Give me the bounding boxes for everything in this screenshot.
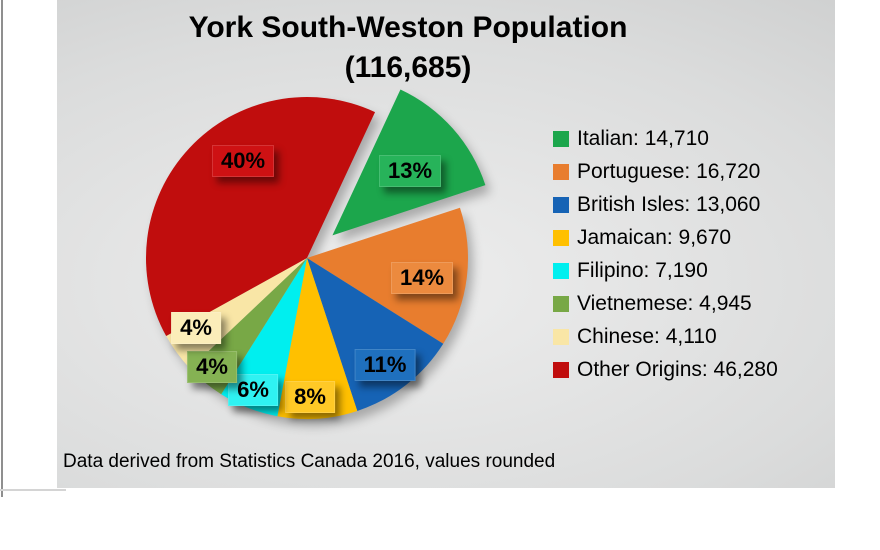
document-left-edge-line [1,0,3,497]
legend-swatch-other-origins [553,361,569,378]
pie-label-other-origins: 40% [211,145,275,177]
legend: Italian: 14,710 Portuguese: 16,720 British… [553,122,778,386]
legend-label-filipino: Filipino: 7,190 [577,258,708,282]
legend-swatch-vietnemese [553,295,569,312]
document-bottom-edge-line [0,489,66,491]
legend-item-vietnemese: Vietnemese: 4,945 [553,287,778,320]
pie-slice-jamaican [277,258,358,420]
legend-label-british-isles: British Isles: 13,060 [577,192,761,216]
legend-item-filipino: Filipino: 7,190 [553,254,778,287]
pie-label-italian: 13% [378,155,442,187]
pie-label-chinese: 4% [171,312,221,344]
pie-label-filipino: 6% [228,374,278,406]
legend-swatch-british-isles [553,196,569,213]
legend-item-italian: Italian: 14,710 [553,122,778,155]
legend-item-other-origins: Other Origins: 46,280 [553,353,778,386]
legend-label-portuguese: Portuguese: 16,720 [577,159,761,183]
chart-title: York South-Weston Population [188,11,628,44]
pie-label-british-isles: 11% [354,349,416,381]
pie-label-jamaican: 8% [285,381,335,413]
legend-swatch-chinese [553,328,569,345]
legend-item-jamaican: Jamaican: 9,670 [553,221,778,254]
legend-swatch-portuguese [553,163,569,180]
chart-title-block: York South-Weston Population (116,685) [57,8,759,88]
legend-label-jamaican: Jamaican: 9,670 [577,225,732,249]
legend-item-portuguese: Portuguese: 16,720 [553,155,778,188]
legend-label-vietnemese: Vietnemese: 4,945 [577,291,752,315]
legend-swatch-filipino [553,262,569,279]
legend-label-italian: Italian: 14,710 [577,126,709,150]
chart-subtitle-total: (116,685) [344,51,472,84]
pie-label-portuguese: 14% [390,262,454,294]
legend-swatch-italian [553,130,569,147]
pie-label-vietnemese: 4% [187,351,237,383]
legend-item-chinese: Chinese: 4,110 [553,320,778,353]
pie-slice-other-origins [146,96,376,337]
pie-slice-portuguese [307,207,468,344]
legend-label-chinese: Chinese: 4,110 [577,324,717,348]
footnote: Data derived from Statistics Canada 2016… [63,451,556,472]
legend-swatch-jamaican [553,229,569,246]
legend-item-british-isles: British Isles: 13,060 [553,188,778,221]
slide-canvas: York South-Weston Population (116,685) 1… [57,0,835,488]
legend-label-other-origins: Other Origins: 46,280 [577,357,778,381]
